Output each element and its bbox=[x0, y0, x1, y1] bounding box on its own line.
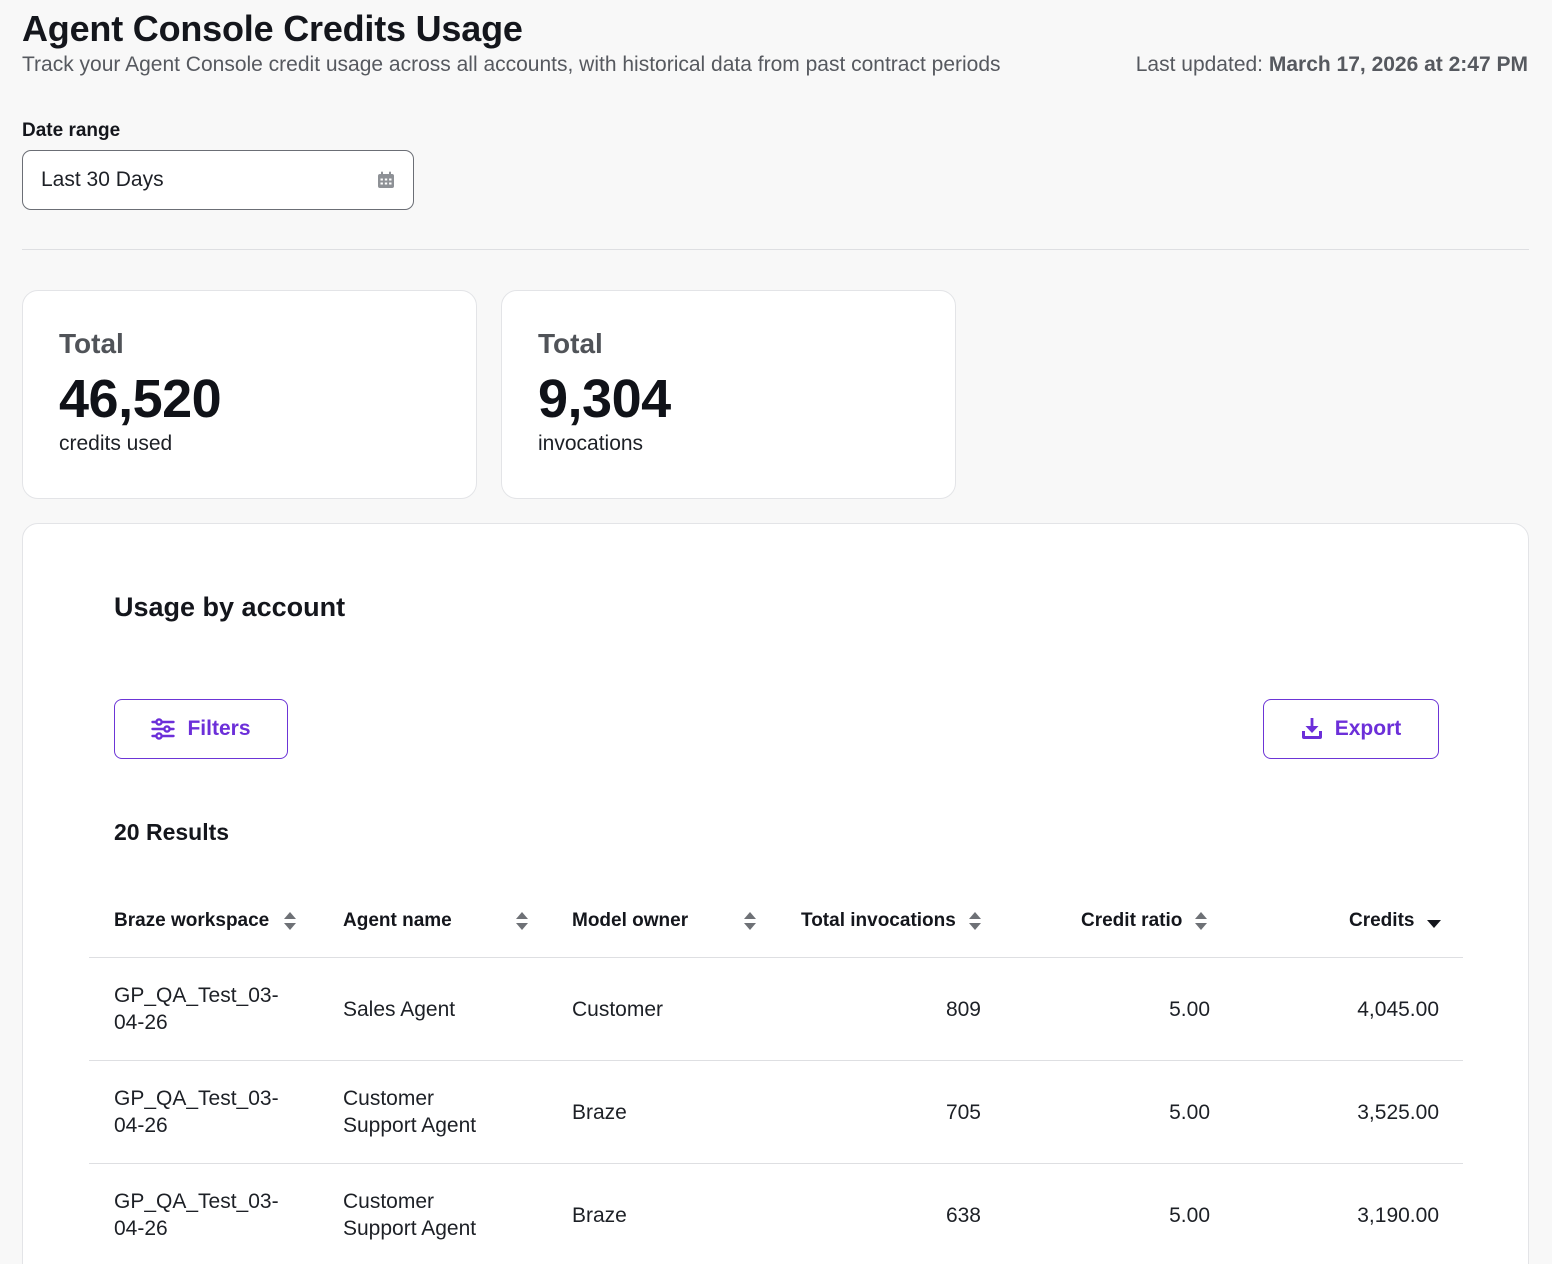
agent-line: Support Agent bbox=[343, 1217, 477, 1240]
workspace-line: 04-26 bbox=[114, 1011, 168, 1034]
workspace-line: 04-26 bbox=[114, 1114, 168, 1137]
export-button[interactable]: Export bbox=[1263, 699, 1439, 759]
sort-descending-icon bbox=[1427, 920, 1442, 928]
export-label: Export bbox=[1334, 717, 1402, 740]
column-header-label: Total invocations bbox=[801, 910, 956, 931]
column-header-credit-ratio[interactable]: Credit ratio bbox=[1081, 884, 1231, 958]
stat-value: 9,304 bbox=[538, 369, 671, 429]
column-header-label: Credits bbox=[1349, 910, 1415, 931]
table-row: GP_QA_Test_03- 04-26 Customer Support Agen… bbox=[89, 1061, 1463, 1164]
stat-label: Total bbox=[59, 328, 124, 359]
cell-total-invocations: 809 bbox=[945, 997, 981, 1021]
results-count: 20 Results bbox=[114, 819, 230, 845]
cell-credits: 3,525.00 bbox=[1357, 1100, 1439, 1124]
sort-icon bbox=[516, 912, 528, 930]
column-header-model-owner[interactable]: Model owner bbox=[572, 884, 762, 958]
cell-agent-name: Customer Support Agent bbox=[343, 1061, 543, 1163]
sort-icon bbox=[968, 912, 981, 930]
table-row: GP_QA_Test_03- 04-26 Sales Agent Customer… bbox=[89, 958, 1463, 1061]
agent-line: Customer bbox=[343, 1190, 435, 1213]
sort-icon bbox=[284, 912, 297, 930]
stat-unit: credits used bbox=[59, 432, 173, 455]
usage-by-account-card: Usage by account Filters bbox=[22, 523, 1529, 1264]
table-row: GP_QA_Test_03- 04-26 Customer Support Agen… bbox=[89, 1164, 1463, 1264]
column-header-credits[interactable]: Credits bbox=[1349, 884, 1459, 958]
sliders-icon bbox=[151, 718, 176, 740]
workspace-line: GP_QA_Test_03- bbox=[114, 984, 279, 1007]
cell-model-owner: Braze bbox=[572, 1203, 627, 1227]
stat-card-credits: Total 46,520 credits used bbox=[22, 290, 477, 499]
column-header-label: Agent name bbox=[343, 910, 452, 931]
cell-workspace: GP_QA_Test_03- 04-26 bbox=[114, 1164, 314, 1264]
stat-label: Total bbox=[538, 328, 603, 359]
column-header-label: Model owner bbox=[572, 910, 689, 931]
cell-model-owner: Customer bbox=[572, 997, 664, 1021]
agent-line: Customer bbox=[343, 1087, 435, 1110]
column-header-workspace[interactable]: Braze workspace bbox=[114, 884, 304, 958]
cell-model-owner: Braze bbox=[572, 1100, 627, 1124]
cell-agent-name: Sales Agent bbox=[343, 958, 543, 1060]
sort-icon bbox=[744, 912, 756, 930]
table-header: Braze workspace Agent name Model owner T… bbox=[89, 884, 1463, 958]
agent-line: Sales Agent bbox=[343, 997, 456, 1021]
workspace-line: GP_QA_Test_03- bbox=[114, 1087, 279, 1110]
cell-credit-ratio: 5.00 bbox=[1169, 1100, 1210, 1124]
filters-button[interactable]: Filters bbox=[114, 699, 288, 759]
workspace-line: 04-26 bbox=[114, 1217, 168, 1240]
last-updated-value: March 17, 2026 at 2:47 PM bbox=[1268, 53, 1528, 76]
column-header-agent-name[interactable]: Agent name bbox=[343, 884, 533, 958]
cell-credit-ratio: 5.00 bbox=[1169, 1203, 1210, 1227]
cell-total-invocations: 638 bbox=[945, 1203, 981, 1227]
cell-workspace: GP_QA_Test_03- 04-26 bbox=[114, 958, 314, 1060]
column-header-total-invocations[interactable]: Total invocations bbox=[801, 884, 1001, 958]
sort-icon bbox=[1195, 912, 1208, 930]
cell-workspace: GP_QA_Test_03- 04-26 bbox=[114, 1061, 314, 1163]
cell-agent-name: Customer Support Agent bbox=[343, 1164, 543, 1264]
divider bbox=[22, 249, 1529, 250]
page-subtitle: Track your Agent Console credit usage ac… bbox=[22, 53, 1001, 76]
cell-credits: 4,045.00 bbox=[1357, 997, 1439, 1021]
date-range-picker[interactable]: Last 30 Days bbox=[22, 150, 414, 210]
workspace-line: GP_QA_Test_03- bbox=[114, 1190, 279, 1213]
section-title: Usage by account bbox=[114, 592, 346, 622]
stat-unit: invocations bbox=[538, 432, 644, 455]
stat-card-invocations: Total 9,304 invocations bbox=[501, 290, 956, 499]
column-header-label: Braze workspace bbox=[114, 910, 270, 931]
stat-value: 46,520 bbox=[59, 369, 222, 429]
cell-total-invocations: 705 bbox=[945, 1100, 981, 1124]
last-updated-label: Last updated: bbox=[1135, 53, 1264, 76]
column-header-label: Credit ratio bbox=[1081, 910, 1183, 931]
date-range-value: Last 30 Days bbox=[41, 168, 164, 191]
agent-line: Support Agent bbox=[343, 1114, 477, 1137]
page-title: Agent Console Credits Usage bbox=[22, 8, 523, 49]
download-icon bbox=[1301, 718, 1322, 739]
cell-credits: 3,190.00 bbox=[1357, 1203, 1439, 1227]
filters-label: Filters bbox=[187, 717, 251, 740]
last-updated: Last updated: March 17, 2026 at 2:47 PM bbox=[1136, 53, 1528, 77]
calendar-icon[interactable] bbox=[377, 171, 395, 189]
date-range-label: Date range bbox=[22, 120, 121, 141]
cell-credit-ratio: 5.00 bbox=[1169, 997, 1210, 1021]
